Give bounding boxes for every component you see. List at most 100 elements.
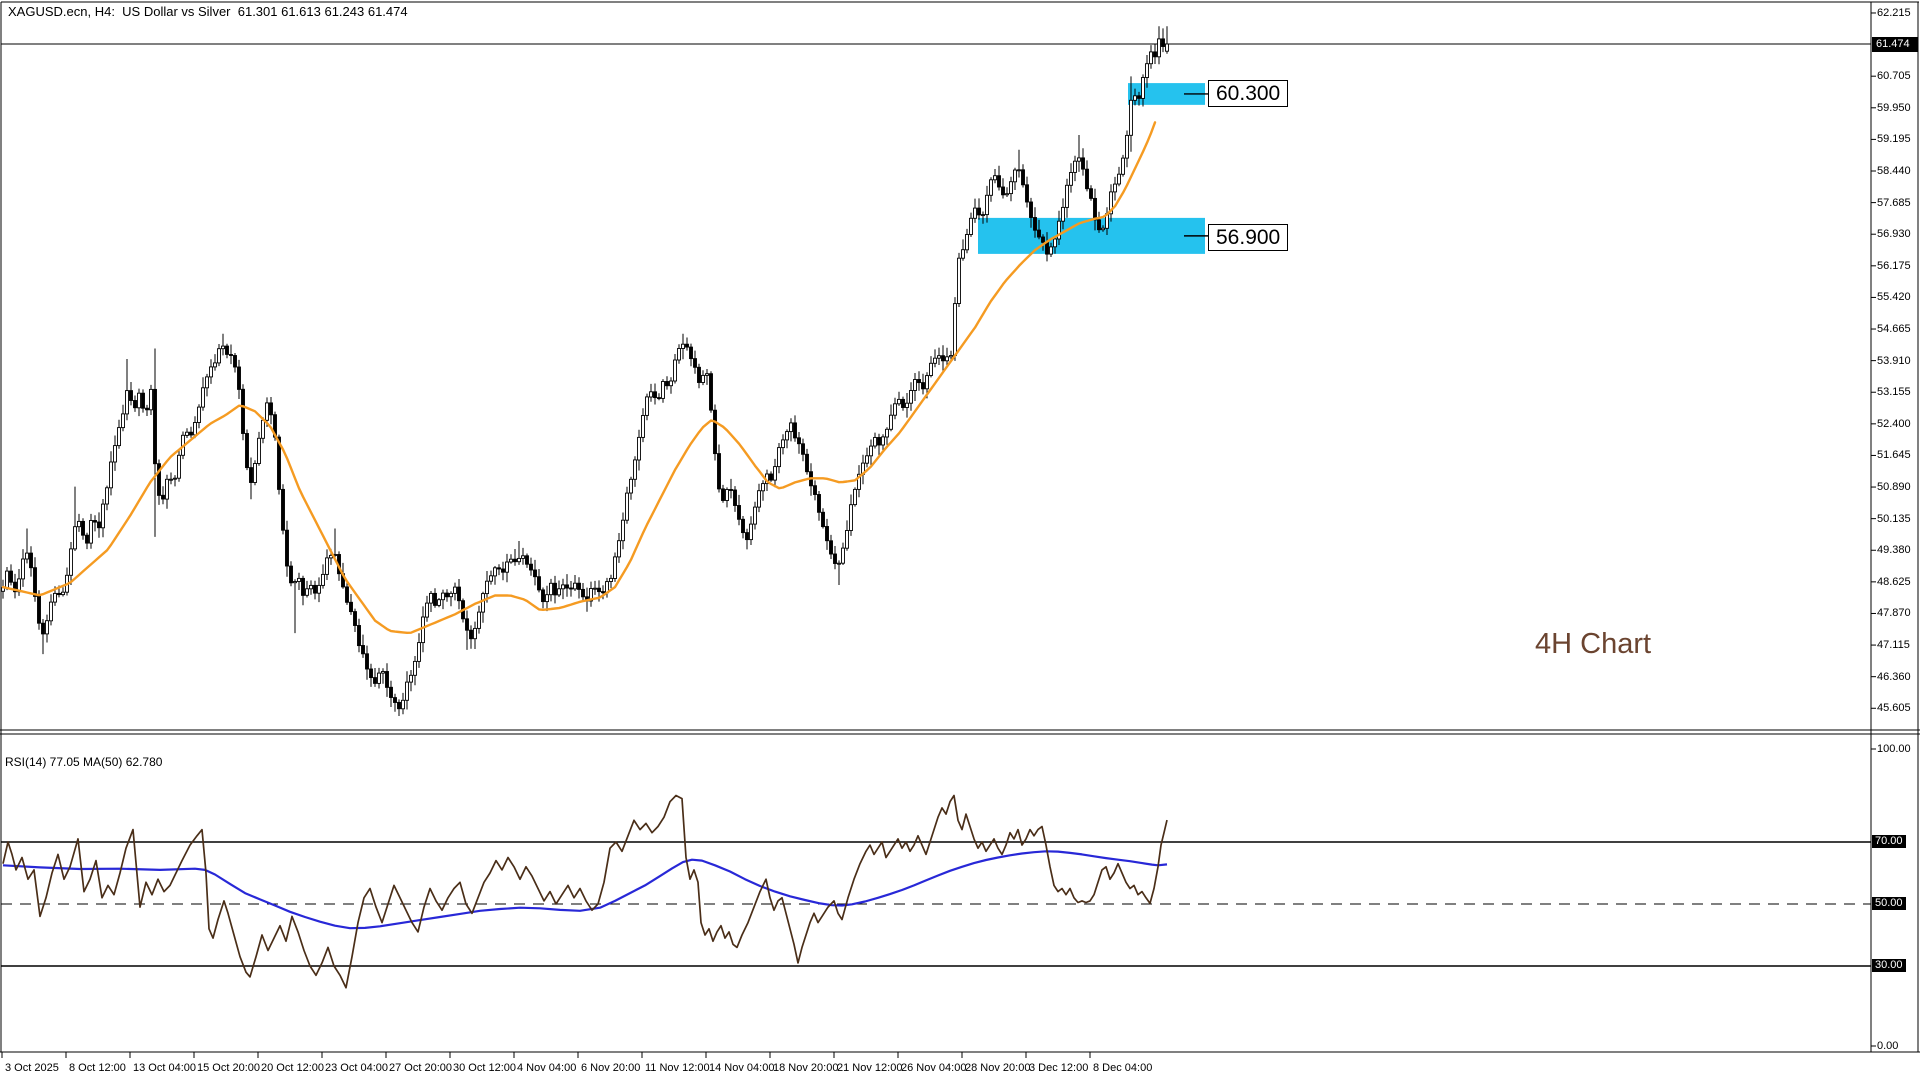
candle	[777, 443, 781, 474]
candle	[737, 494, 741, 526]
candle	[797, 432, 801, 454]
candle	[529, 557, 533, 576]
candle	[1041, 234, 1045, 251]
candle	[353, 608, 357, 632]
price-axis-label: 52.400	[1877, 417, 1911, 430]
time-axis-label: 8 Dec 04:00	[1093, 1062, 1153, 1074]
time-axis-label: 13 Oct 04:00	[133, 1062, 196, 1074]
level-label-56900[interactable]: 56.900	[1208, 224, 1289, 251]
candle	[1009, 176, 1013, 202]
candle	[913, 373, 917, 401]
time-axis-label: 4 Nov 04:00	[517, 1062, 577, 1074]
candle	[689, 343, 693, 367]
candle	[69, 542, 73, 585]
candle	[505, 553, 509, 583]
candle	[969, 212, 973, 237]
candle	[73, 486, 77, 551]
candle	[705, 369, 709, 385]
candle	[425, 595, 429, 622]
candle	[577, 577, 581, 599]
candle	[345, 582, 349, 605]
candle	[833, 546, 837, 570]
candle	[933, 349, 937, 368]
candle	[1061, 198, 1065, 230]
candle	[401, 692, 405, 715]
candle	[1037, 219, 1041, 240]
candle	[1073, 155, 1077, 182]
candle	[957, 252, 961, 307]
candle	[649, 383, 653, 402]
candle	[441, 589, 445, 610]
candle	[509, 554, 513, 564]
candle	[469, 625, 473, 649]
candle	[225, 343, 229, 359]
candle	[673, 354, 677, 384]
candle	[133, 395, 137, 412]
price-axis-label: 53.910	[1877, 354, 1911, 367]
price-axis-label: 62.215	[1877, 6, 1911, 19]
candle	[161, 486, 165, 505]
candle	[901, 396, 905, 411]
candle	[713, 404, 717, 461]
candle	[877, 433, 881, 456]
price-axis-label: 55.420	[1877, 291, 1911, 304]
candle	[41, 619, 45, 655]
candle	[905, 393, 909, 418]
price-axis-label: 48.625	[1877, 575, 1911, 588]
candle	[1053, 236, 1057, 254]
candle	[593, 580, 597, 595]
candle	[81, 518, 85, 540]
time-axis-label: 21 Nov 12:00	[837, 1062, 903, 1074]
candle	[377, 667, 381, 689]
candle	[281, 484, 285, 535]
candle	[669, 377, 673, 394]
rsi-axis-label: 70.00	[1872, 835, 1906, 848]
candle	[397, 699, 401, 716]
candle	[1157, 26, 1161, 65]
candle	[1, 579, 5, 599]
candle	[881, 434, 885, 451]
candle	[541, 587, 545, 609]
candle	[237, 359, 241, 399]
candle	[317, 577, 321, 603]
rsi-axis-label: 50.00	[1872, 897, 1906, 910]
time-axis-label: 26 Nov 04:00	[901, 1062, 967, 1074]
candle	[829, 534, 833, 559]
candlestick-series	[1, 26, 1169, 716]
candle	[417, 633, 421, 668]
candle	[21, 549, 25, 587]
candle	[581, 583, 585, 601]
candle	[445, 589, 449, 602]
candle	[257, 431, 261, 466]
price-axis-label: 54.665	[1877, 323, 1911, 336]
candle	[489, 570, 493, 585]
candle	[77, 513, 81, 532]
candle	[141, 389, 145, 413]
candle	[89, 513, 93, 549]
candle	[769, 471, 773, 482]
candle	[753, 501, 757, 530]
candle	[1153, 44, 1157, 64]
candle	[65, 567, 69, 596]
level-label-60300[interactable]: 60.300	[1208, 80, 1289, 107]
candle	[625, 486, 629, 524]
candle	[1129, 76, 1133, 152]
candle	[561, 578, 565, 600]
candle	[793, 415, 797, 442]
candle	[25, 528, 29, 564]
time-axis-label: 11 Nov 12:00	[645, 1062, 710, 1074]
candle	[1001, 178, 1005, 199]
candle	[453, 582, 457, 601]
time-axis-label: 23 Oct 04:00	[325, 1062, 388, 1074]
candle	[725, 487, 729, 508]
candle	[989, 177, 993, 202]
candle	[789, 418, 793, 442]
candle	[921, 373, 925, 395]
candle	[1029, 197, 1033, 228]
price-axis-label: 46.360	[1877, 670, 1911, 683]
candle	[813, 480, 817, 501]
chart-title: XAGUSD.ecn, H4: US Dollar vs Silver 61.3…	[8, 4, 408, 19]
candle	[549, 578, 553, 602]
